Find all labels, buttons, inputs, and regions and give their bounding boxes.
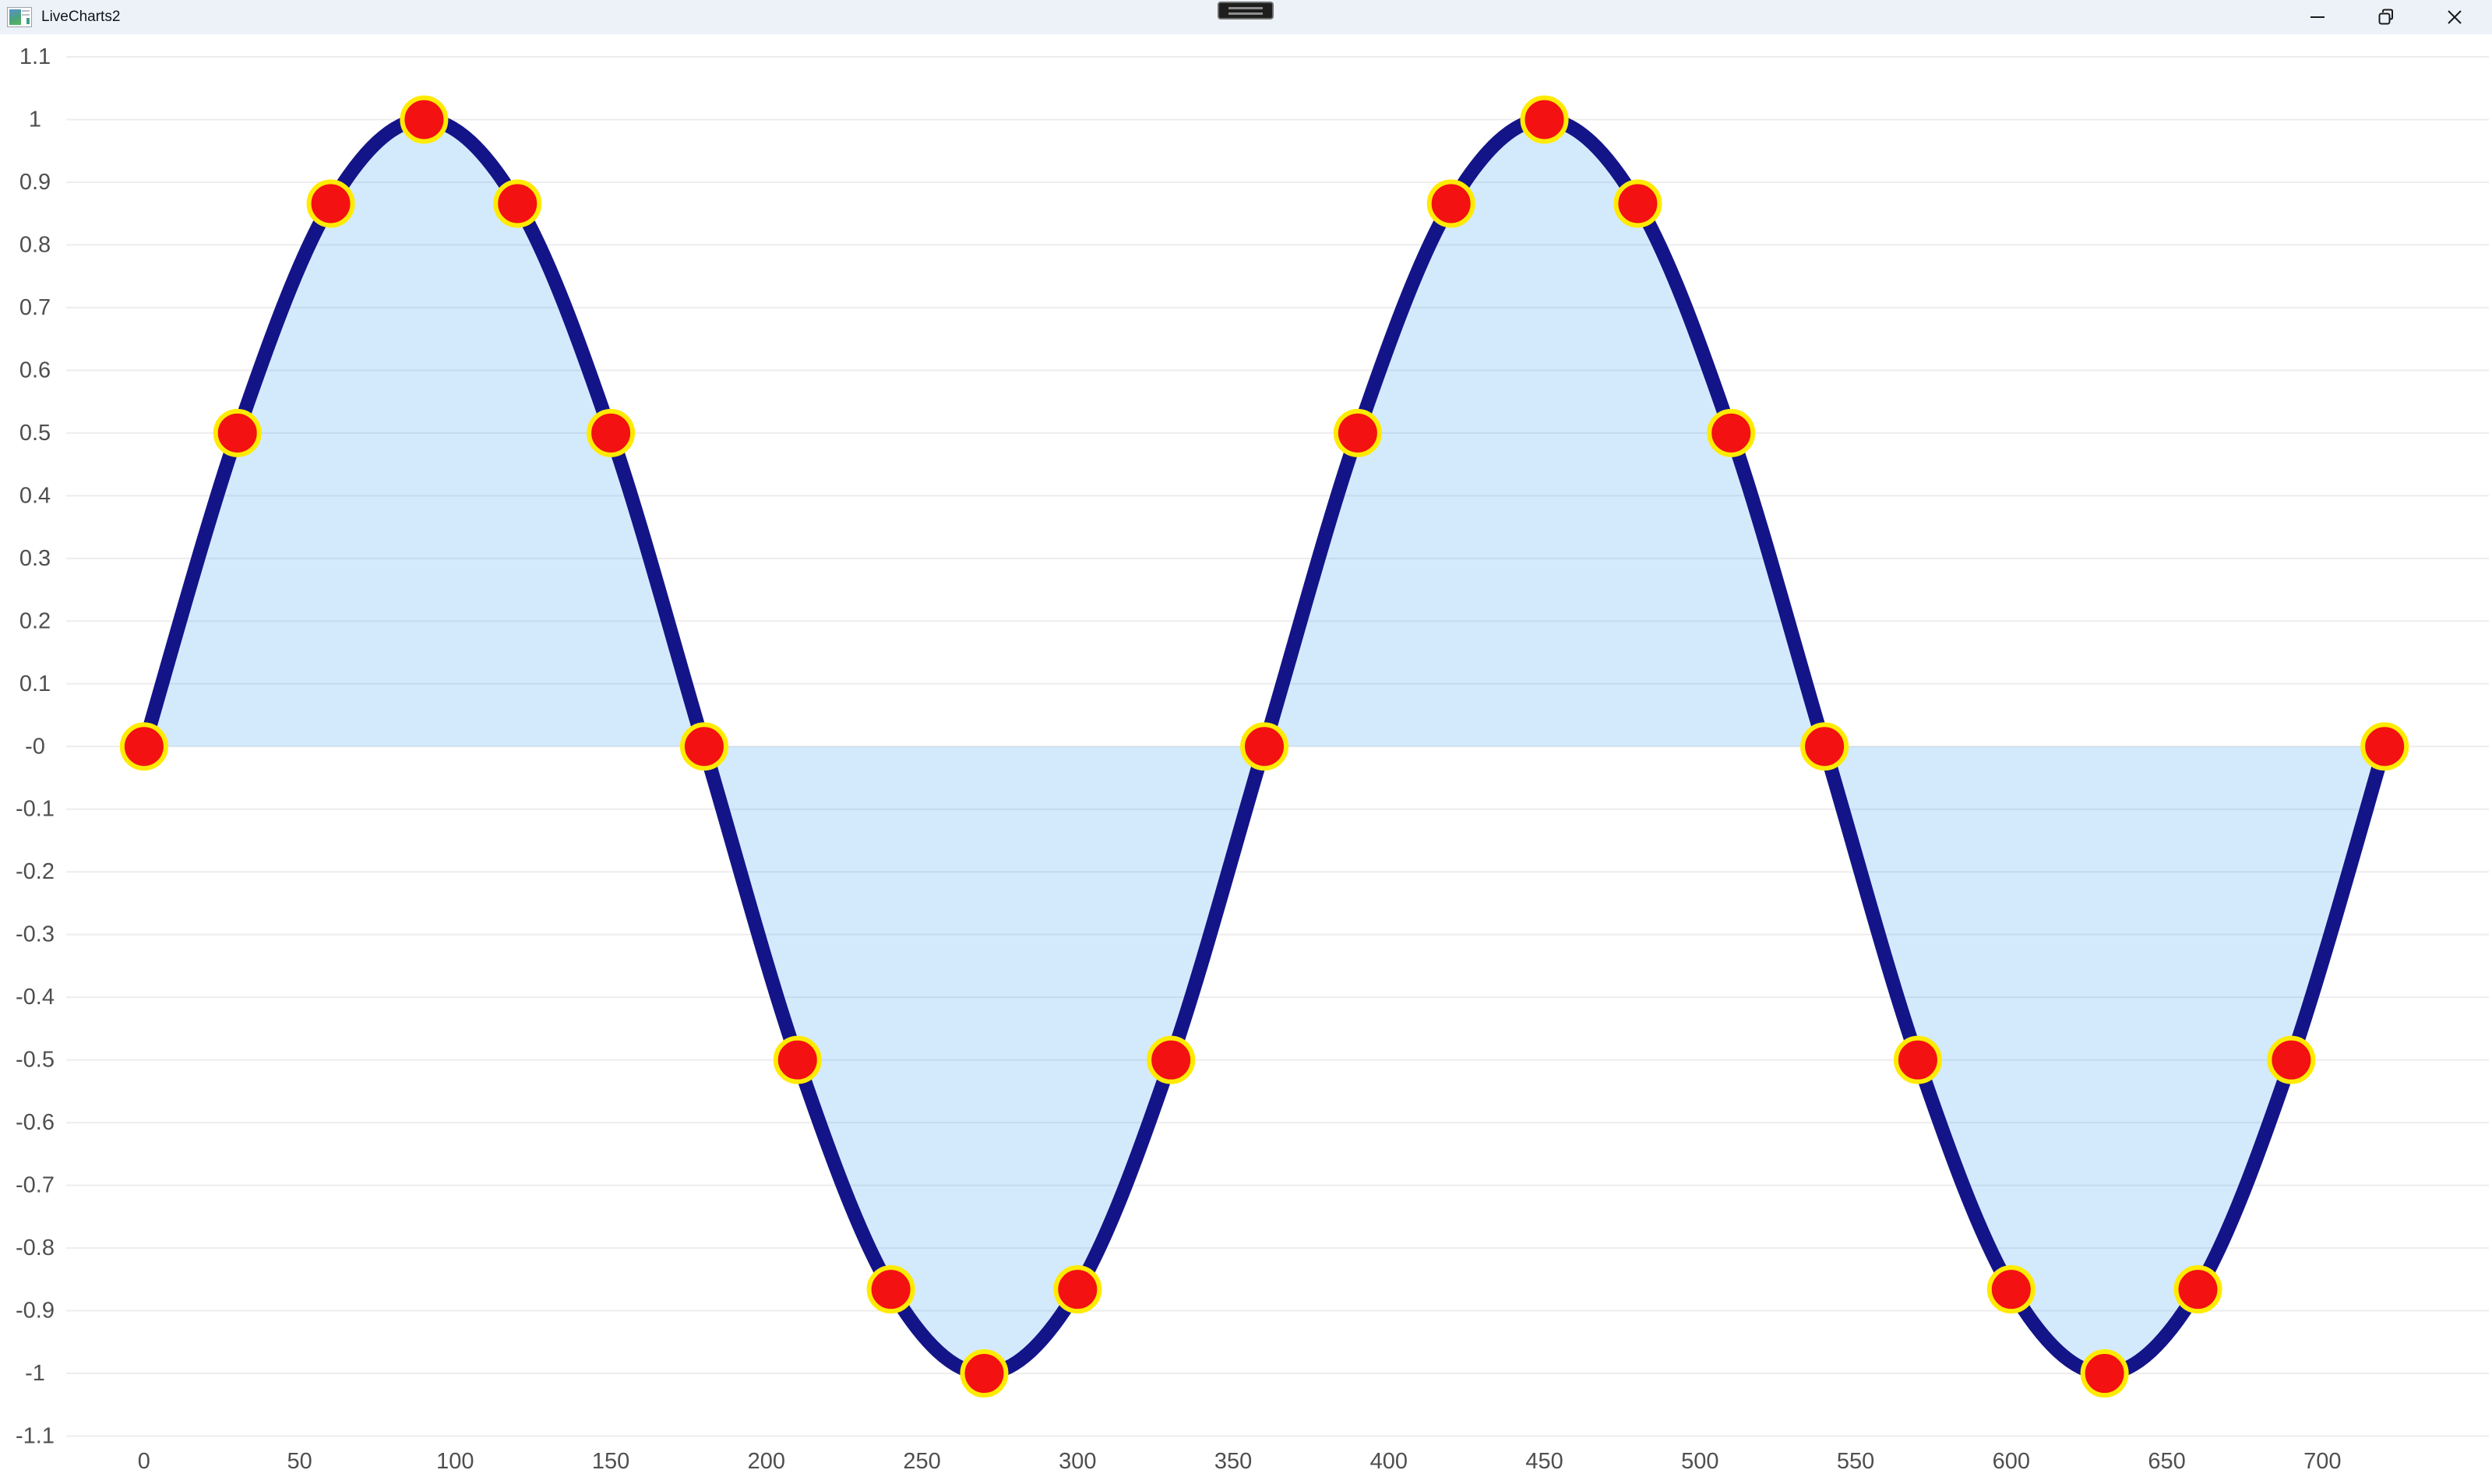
data-point[interactable] (2080, 1349, 2129, 1398)
x-tick-label: 600 (1993, 1449, 2030, 1474)
minimize-button[interactable] (2283, 0, 2352, 34)
capture-toolbar-line (1228, 12, 1263, 15)
x-tick-label: 300 (1059, 1449, 1096, 1474)
series-markers (119, 95, 2409, 1398)
x-tick-label: 100 (436, 1449, 474, 1474)
x-tick-label: 350 (1214, 1449, 1252, 1474)
y-tick-label: 0.8 (19, 232, 51, 257)
data-point[interactable] (1613, 179, 1662, 228)
y-tick-label: -1 (25, 1361, 45, 1386)
data-point[interactable] (1707, 408, 1756, 457)
data-point[interactable] (1426, 179, 1475, 228)
y-tick-label: -0.4 (16, 985, 55, 1010)
window-controls (2283, 0, 2489, 34)
y-tick-label: -0.3 (16, 922, 55, 947)
x-tick-label: 500 (1681, 1449, 1718, 1474)
y-tick-label: -0.1 (16, 797, 55, 822)
capture-toolbar[interactable] (1218, 2, 1274, 19)
y-tick-label: -0.5 (16, 1048, 55, 1073)
data-point[interactable] (1240, 722, 1289, 771)
y-tick-label: 0.7 (19, 295, 51, 320)
data-point[interactable] (306, 179, 355, 228)
x-tick-label: 250 (903, 1449, 940, 1474)
window-title: LiveCharts2 (41, 9, 121, 25)
data-point[interactable] (1053, 1265, 1102, 1314)
data-point[interactable] (1520, 95, 1569, 144)
x-tick-label: 650 (2148, 1449, 2185, 1474)
y-tick-label: 0.5 (19, 421, 51, 446)
data-point[interactable] (1333, 408, 1382, 457)
y-tick-label: -0.6 (16, 1110, 55, 1135)
x-tick-label: 0 (138, 1449, 150, 1474)
data-point[interactable] (2173, 1265, 2222, 1314)
y-tick-label: -0.8 (16, 1235, 55, 1260)
data-point[interactable] (493, 179, 542, 228)
data-point[interactable] (119, 722, 168, 771)
data-point[interactable] (213, 408, 262, 457)
restore-icon (2378, 9, 2393, 25)
data-point[interactable] (400, 95, 449, 144)
capture-toolbar-line (1228, 6, 1263, 9)
chart-canvas[interactable]: 1.1 1 0.9 0.8 0.7 0.6 0.5 0.4 0.3 0.2 0.1 -0 -0.1 -0.… (0, 34, 2492, 1480)
y-tick-label: 1 (29, 107, 41, 132)
data-point[interactable] (587, 408, 636, 457)
y-tick-label: -0.7 (16, 1173, 55, 1198)
data-point[interactable] (679, 722, 728, 771)
y-tick-label: -0 (25, 734, 45, 759)
data-point[interactable] (2267, 1035, 2316, 1084)
y-tick-label: 0.4 (19, 483, 51, 508)
data-point[interactable] (773, 1035, 822, 1084)
x-tick-label: 50 (287, 1449, 312, 1474)
maximize-button[interactable] (2352, 0, 2420, 34)
y-tick-label: 0.2 (19, 608, 51, 633)
x-tick-label: 200 (748, 1449, 785, 1474)
data-point[interactable] (1893, 1035, 1942, 1084)
y-tick-label: 0.1 (19, 672, 51, 696)
y-tick-label: 1.1 (19, 44, 51, 69)
x-axis-labels: 0 50 100 150 200 250 300 350 400 450 500 550 600 650 7… (138, 1449, 2342, 1474)
y-tick-label: -0.2 (16, 859, 55, 884)
close-button[interactable] (2420, 0, 2489, 34)
x-tick-label: 700 (2303, 1449, 2341, 1474)
x-tick-label: 550 (1837, 1449, 1874, 1474)
data-point[interactable] (1800, 722, 1849, 771)
close-icon (2448, 10, 2462, 24)
y-tick-label: 0.9 (19, 170, 51, 195)
data-point[interactable] (960, 1349, 1009, 1398)
app-icon-list-pane (21, 9, 30, 25)
data-point[interactable] (2360, 722, 2409, 771)
data-point[interactable] (1147, 1035, 1196, 1084)
title-bar[interactable]: LiveCharts2 (0, 0, 2492, 34)
x-tick-label: 150 (592, 1449, 629, 1474)
y-tick-label: 0.6 (19, 358, 51, 382)
minimize-icon (2310, 16, 2325, 18)
y-tick-label: -1.1 (16, 1424, 55, 1449)
app-icon (7, 7, 32, 27)
y-tick-label: 0.3 (19, 546, 51, 571)
data-point[interactable] (866, 1265, 915, 1314)
data-point[interactable] (1986, 1265, 2036, 1314)
app-icon-chart-pane (9, 9, 21, 25)
y-tick-label: -0.9 (16, 1299, 55, 1324)
x-tick-label: 450 (1525, 1449, 1563, 1474)
sine-chart[interactable]: 1.1 1 0.9 0.8 0.7 0.6 0.5 0.4 0.3 0.2 0.1 -0 -0.1 -0.… (0, 34, 2492, 1480)
y-axis-labels: 1.1 1 0.9 0.8 0.7 0.6 0.5 0.4 0.3 0.2 0.1 -0 -0.1 -0.… (16, 44, 55, 1449)
x-tick-label: 400 (1370, 1449, 1408, 1474)
